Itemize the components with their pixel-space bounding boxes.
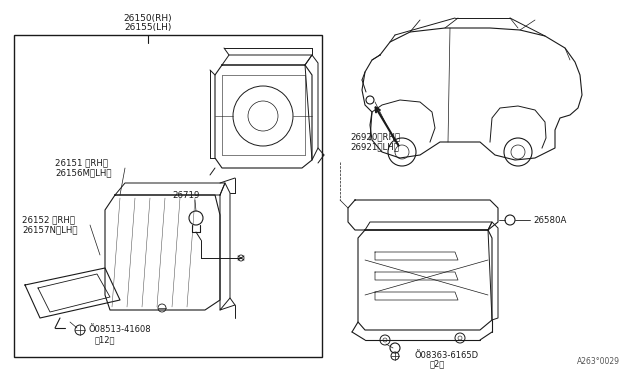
Circle shape xyxy=(390,343,400,353)
Text: （12）: （12） xyxy=(95,336,115,344)
Text: 26580A: 26580A xyxy=(533,215,566,224)
Bar xyxy=(14,35,322,357)
Text: Õ08363-6165D: Õ08363-6165D xyxy=(415,350,479,359)
Text: 26156M〈LH〉: 26156M〈LH〉 xyxy=(55,169,111,177)
Text: 26719: 26719 xyxy=(172,190,200,199)
Text: 26157N〈LH〉: 26157N〈LH〉 xyxy=(22,225,77,234)
Text: A263°0029: A263°0029 xyxy=(577,357,620,366)
Text: 26921〈LH〉: 26921〈LH〉 xyxy=(350,142,399,151)
Text: （2）: （2） xyxy=(430,359,445,369)
Text: 26152 〈RH〉: 26152 〈RH〉 xyxy=(22,215,75,224)
Text: 26150(RH): 26150(RH) xyxy=(124,13,172,22)
Circle shape xyxy=(75,325,85,335)
Text: Õ08513-41608: Õ08513-41608 xyxy=(88,326,150,334)
Text: 26151 〈RH〉: 26151 〈RH〉 xyxy=(55,158,108,167)
Circle shape xyxy=(505,215,515,225)
Text: 26920〈RH〉: 26920〈RH〉 xyxy=(350,132,400,141)
Text: 26155(LH): 26155(LH) xyxy=(124,22,172,32)
